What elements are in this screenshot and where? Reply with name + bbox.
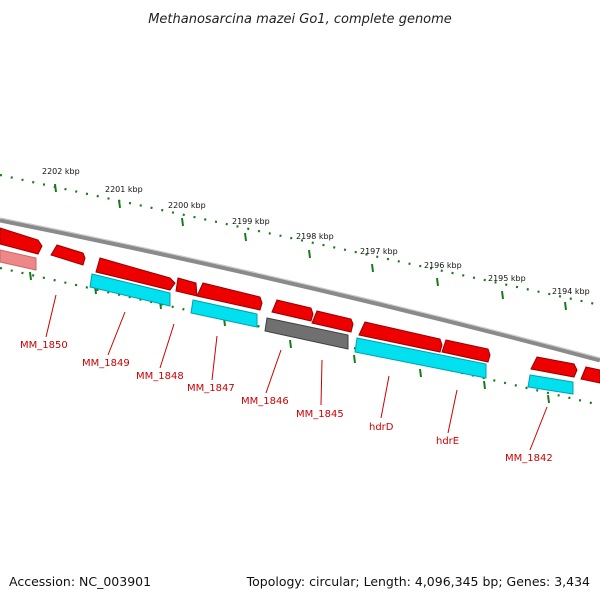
gene-arrow[interactable] bbox=[0, 227, 43, 255]
gene-arrow[interactable] bbox=[175, 277, 198, 297]
topology-label: Topology: circular; Length: 4,096,345 bp… bbox=[246, 574, 590, 589]
kbp-tick bbox=[54, 183, 57, 193]
reverse-genes bbox=[89, 273, 574, 395]
kbp-label: 2198 kbp bbox=[296, 232, 334, 241]
leader-line bbox=[107, 311, 126, 356]
kbp-label: 2195 kbp bbox=[488, 274, 526, 283]
gene-arrow[interactable] bbox=[95, 257, 176, 291]
gene-arrow[interactable] bbox=[311, 310, 354, 333]
gene-label[interactable]: MM_1846 bbox=[241, 396, 289, 407]
gene-label[interactable]: MM_1848 bbox=[136, 371, 184, 382]
kbp-tick bbox=[244, 232, 247, 242]
gene-arrow[interactable] bbox=[50, 244, 86, 266]
inner-tick bbox=[547, 394, 550, 404]
gene-label[interactable]: hdrD bbox=[369, 422, 394, 433]
gene-label[interactable]: MM_1847 bbox=[187, 383, 235, 394]
gene-bar[interactable] bbox=[527, 374, 574, 395]
kbp-label: 2202 kbp bbox=[42, 167, 80, 176]
gene-bar[interactable] bbox=[264, 317, 349, 350]
gene-arrow[interactable] bbox=[0, 249, 37, 271]
forward-genes bbox=[0, 227, 600, 384]
gene-bar[interactable] bbox=[354, 337, 487, 379]
kbp-tick bbox=[118, 199, 121, 209]
kbp-label: 2194 kbp bbox=[552, 287, 590, 296]
gene-arrow[interactable] bbox=[358, 321, 443, 353]
map-title: Methanosarcina mazei Go1, complete genom… bbox=[148, 12, 452, 27]
gene-bar[interactable] bbox=[89, 273, 171, 307]
kbp-label: 2199 kbp bbox=[232, 217, 270, 226]
leader-line bbox=[380, 375, 390, 419]
inner-tick bbox=[483, 380, 486, 390]
kbp-tick bbox=[501, 290, 504, 300]
gene-label[interactable]: MM_1850 bbox=[20, 340, 68, 351]
gene-label[interactable]: hdrE bbox=[436, 436, 459, 447]
gene-bar[interactable] bbox=[190, 299, 258, 328]
leader-line bbox=[529, 406, 548, 451]
kbp-tick bbox=[181, 217, 184, 227]
gene-arrow[interactable] bbox=[271, 299, 314, 322]
gene-arrow[interactable] bbox=[530, 356, 578, 378]
kbp-label: 2197 kbp bbox=[360, 247, 398, 256]
genome-backbone-highlight bbox=[0, 217, 600, 359]
kbp-tick bbox=[564, 301, 567, 311]
gene-label[interactable]: MM_1845 bbox=[296, 409, 344, 420]
kbp-label: 2200 kbp bbox=[168, 201, 206, 210]
gene-leaders bbox=[45, 294, 548, 451]
leader-line bbox=[211, 335, 218, 381]
accession-label: Accession: NC_003901 bbox=[9, 574, 151, 589]
kbp-ticks bbox=[54, 183, 567, 311]
kbp-label: 2201 kbp bbox=[105, 185, 143, 194]
inner-tick bbox=[353, 354, 356, 364]
genome-backbone bbox=[0, 217, 600, 363]
kbp-label: 2196 kbp bbox=[424, 261, 462, 270]
kbp-tick bbox=[436, 277, 439, 287]
gene-arrow[interactable] bbox=[580, 366, 600, 384]
inner-tick bbox=[29, 271, 32, 281]
leader-line bbox=[447, 389, 458, 434]
inner-tick bbox=[419, 368, 422, 378]
inner-ruler bbox=[0, 266, 600, 407]
leader-line bbox=[265, 349, 282, 394]
leader-line bbox=[320, 359, 323, 406]
leader-line bbox=[45, 294, 57, 338]
gene-label[interactable]: MM_1842 bbox=[505, 453, 553, 464]
gene-arrow[interactable] bbox=[441, 339, 491, 363]
gene-label[interactable]: MM_1849 bbox=[82, 358, 130, 369]
gene-arrow[interactable] bbox=[196, 282, 263, 311]
leader-line bbox=[159, 323, 175, 369]
kbp-tick bbox=[308, 249, 311, 259]
inner-tick bbox=[289, 339, 292, 349]
kbp-tick bbox=[371, 263, 374, 273]
